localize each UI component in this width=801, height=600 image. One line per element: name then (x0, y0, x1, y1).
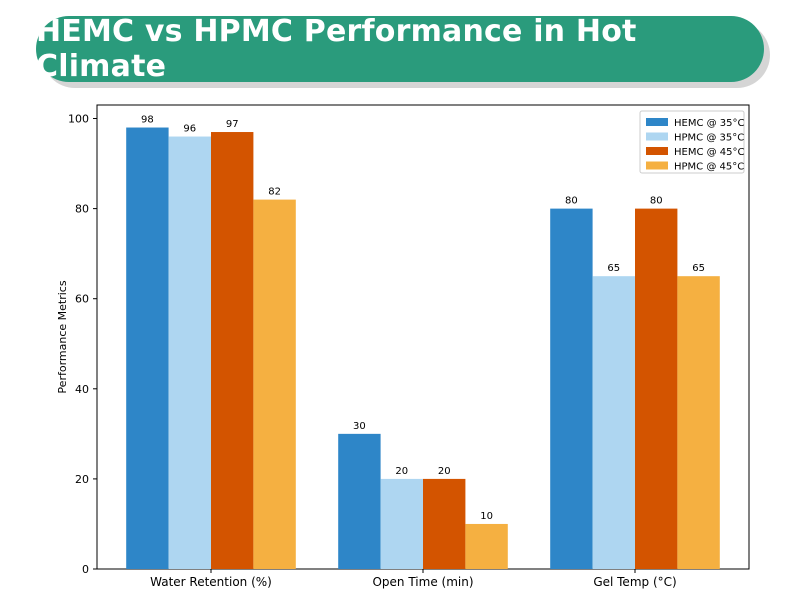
bar (253, 199, 296, 570)
bar-series: 98 96 97 82 30 20 20 10 80 65 80 65 (126, 115, 720, 570)
bar (423, 478, 466, 569)
bar-value-label: 80 (650, 196, 663, 207)
legend-swatch (646, 132, 668, 141)
bar (465, 523, 508, 569)
bar (380, 478, 423, 569)
bar-value-label: 30 (353, 421, 366, 432)
bar-value-label: 10 (480, 511, 493, 522)
x-tick-label: Gel Temp (°C) (593, 575, 676, 589)
bar-value-label: 80 (565, 196, 578, 207)
bar-value-label: 96 (183, 124, 196, 135)
y-tick-label: 40 (75, 383, 89, 396)
y-tick-label: 100 (68, 113, 89, 126)
y-tick-label: 80 (75, 203, 89, 216)
chart-title: HEMC vs HPMC Performance in Hot Climate (36, 14, 637, 84)
bar (550, 208, 593, 570)
bar-value-label: 20 (438, 466, 451, 477)
x-tick-label: Water Retention (%) (150, 575, 272, 589)
y-axis: 0 20 40 60 80 100 (68, 113, 97, 576)
legend-swatch (646, 118, 668, 126)
bar (635, 208, 678, 570)
legend: HEMC @ 35°C HPMC @ 35°C HEMC @ 45°C HPMC @ … (639, 110, 745, 174)
legend-label: HEMC @ 45°C (674, 147, 745, 158)
x-axis: Water Retention (%) Open Time (min) Gel Te… (150, 569, 677, 589)
bar (211, 132, 254, 570)
bar (592, 276, 635, 569)
bar-value-label: 20 (395, 466, 408, 477)
y-tick-label: 0 (82, 563, 89, 576)
bar (677, 276, 720, 569)
legend-label: HPMC @ 45°C (674, 162, 744, 173)
y-tick-label: 60 (75, 293, 89, 306)
bar-value-label: 65 (692, 263, 705, 274)
bar (338, 433, 381, 569)
bar-value-label: 65 (607, 263, 620, 274)
x-tick-label: Open Time (min) (372, 575, 473, 589)
bar-value-label: 82 (268, 187, 281, 198)
legend-label: HEMC @ 35°C (674, 118, 745, 129)
legend-swatch (646, 147, 668, 155)
legend-frame (639, 110, 745, 174)
bar (168, 136, 211, 569)
bar-value-label: 97 (226, 119, 239, 130)
title-banner: HEMC vs HPMC Performance in Hot Climate (36, 14, 764, 84)
legend-swatch (646, 161, 668, 170)
y-axis-label: Performance Metrics (56, 280, 69, 393)
y-tick-label: 20 (75, 473, 89, 486)
bar-value-label: 98 (141, 115, 154, 126)
legend-label: HPMC @ 35°C (674, 133, 744, 144)
bar (126, 127, 169, 570)
